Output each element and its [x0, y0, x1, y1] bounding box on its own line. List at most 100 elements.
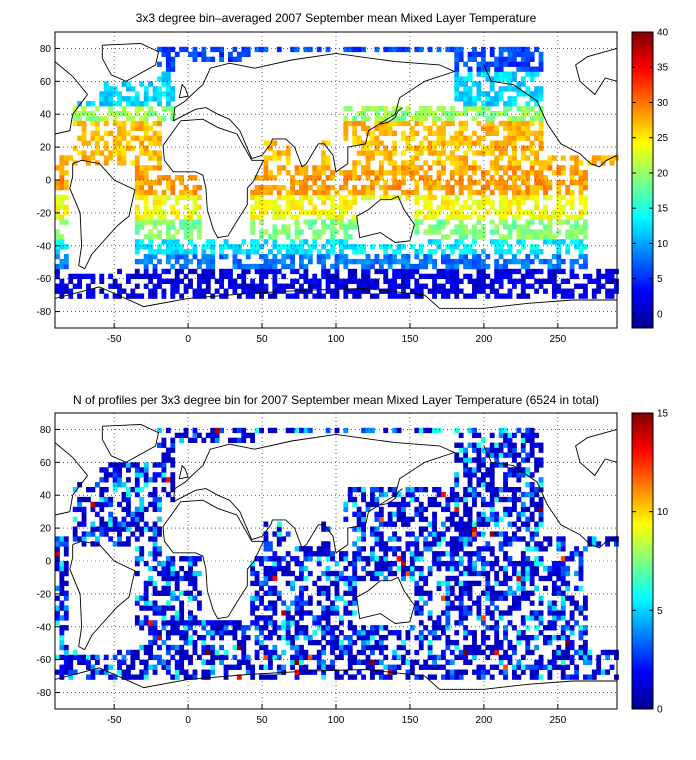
data-cell [396, 501, 402, 508]
data-cell [560, 293, 566, 299]
data-cell [303, 649, 309, 656]
data-cell [392, 273, 398, 280]
coastline [380, 488, 403, 506]
data-cell [574, 214, 579, 220]
data-cell [245, 51, 251, 58]
data-cell [148, 620, 154, 626]
data-cell [418, 575, 424, 582]
data-cell [449, 150, 455, 156]
data-cell [396, 249, 402, 255]
data-cell [299, 669, 304, 675]
data-cell [538, 630, 544, 636]
data-cell [525, 145, 531, 151]
data-cell [347, 644, 353, 651]
data-cell [449, 605, 455, 611]
data-cell [86, 155, 91, 161]
data-cell [596, 541, 602, 547]
data-cell [432, 620, 437, 626]
data-cell [148, 501, 154, 508]
data-cell [55, 194, 60, 201]
data-cell [520, 239, 526, 245]
data-cell [343, 130, 349, 136]
data-cell [99, 491, 105, 498]
data-cell [356, 630, 362, 636]
data-cell [605, 669, 611, 675]
data-cell [316, 654, 322, 661]
data-cell [161, 194, 167, 201]
data-cell [148, 575, 154, 582]
data-cell [59, 580, 65, 587]
data-cell [99, 487, 105, 493]
data-cell [503, 654, 508, 661]
data-cell [494, 110, 500, 117]
data-cell [63, 263, 69, 270]
data-cell [414, 184, 420, 191]
data-cell [228, 630, 233, 636]
data-cell [196, 204, 202, 210]
data-cell [117, 472, 122, 478]
data-cell [516, 536, 522, 542]
data-cell [130, 115, 136, 122]
coastline [101, 424, 160, 463]
data-cell [383, 273, 389, 280]
data-cell [472, 96, 477, 102]
data-cell [325, 189, 331, 196]
data-cell [489, 595, 495, 601]
data-cell [103, 664, 109, 670]
data-cell [361, 288, 366, 294]
data-cell [259, 288, 264, 294]
data-cell [458, 605, 464, 611]
data-cell [498, 244, 504, 250]
data-cell [498, 234, 504, 240]
data-cell [472, 536, 477, 542]
data-cell [551, 239, 557, 245]
data-cell [574, 165, 579, 171]
data-cell [148, 165, 154, 171]
data-cell [467, 536, 473, 542]
data-cell [383, 125, 389, 132]
data-cell [538, 457, 544, 463]
data-cell [356, 258, 362, 265]
data-cell [334, 239, 340, 245]
data-cell [374, 669, 380, 675]
data-cell [121, 491, 127, 498]
data-cell [418, 209, 424, 215]
data-cell [148, 155, 154, 161]
data-cell [578, 283, 584, 289]
data-cell [210, 432, 216, 439]
data-cell [210, 46, 216, 53]
data-cell [148, 625, 154, 631]
data-cell [321, 189, 327, 196]
data-cell [498, 110, 504, 117]
data-cell [494, 457, 500, 463]
data-cell [472, 600, 477, 606]
data-cell [525, 180, 531, 186]
data-cell [374, 268, 380, 275]
data-cell [321, 229, 327, 235]
data-cell [108, 283, 114, 289]
data-cell [117, 541, 122, 547]
data-cell [511, 447, 517, 453]
data-cell [516, 472, 522, 478]
data-cell [374, 150, 380, 156]
data-cell [165, 106, 171, 112]
data-cell [436, 556, 442, 562]
colorbar-tick-label: 30 [657, 98, 669, 109]
data-cell [547, 570, 553, 577]
data-cell [165, 491, 171, 498]
data-cell [267, 175, 273, 181]
data-cell [108, 664, 114, 670]
data-cell [103, 293, 109, 299]
data-cell [494, 491, 500, 498]
data-cell [463, 580, 469, 587]
data-cell [259, 46, 264, 53]
data-cell [192, 293, 198, 299]
data-cell [334, 427, 340, 434]
data-cell [538, 140, 544, 146]
data-cell [334, 674, 340, 680]
data-cell [352, 595, 358, 601]
data-cell [485, 283, 491, 289]
data-cell [263, 263, 269, 270]
data-cell [378, 556, 384, 562]
data-cell [472, 278, 477, 284]
